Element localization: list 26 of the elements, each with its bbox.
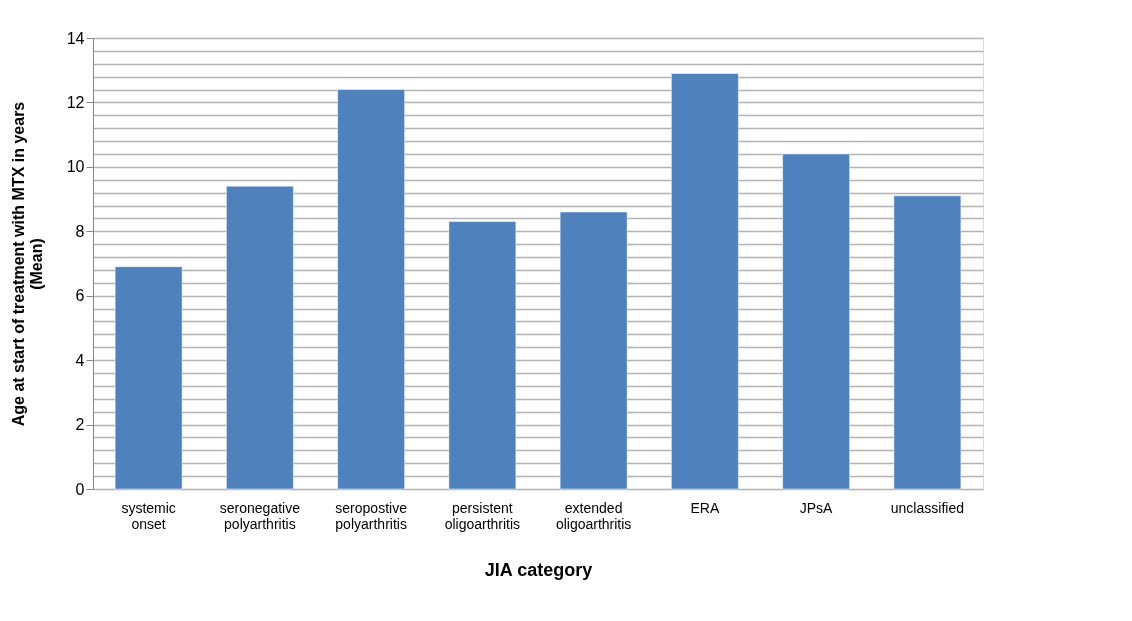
y-tick-label: 12 (66, 93, 85, 111)
bar (893, 195, 962, 490)
y-tick-label: 4 (75, 351, 85, 369)
x-tick-label: unclassified (890, 499, 964, 516)
bar (448, 221, 517, 490)
bar (782, 153, 850, 490)
bar (671, 73, 739, 490)
x-tick-label: JPsA (799, 499, 834, 516)
x-tick-label: persistent oligoarthritis (444, 499, 521, 532)
bar (559, 211, 628, 490)
y-tick-label: 6 (75, 287, 85, 305)
x-tick-label: seronegative polyarthritis (219, 499, 301, 532)
x-tick-label: extended oligoarthritis (555, 499, 632, 532)
x-tick-label: systemic onset (121, 499, 176, 532)
y-tick-label: 0 (75, 480, 85, 498)
y-axis-title: Age at start of treatment with MTX in years (Mean) (9, 101, 45, 427)
y-tick-label: 14 (66, 29, 85, 47)
bar (337, 89, 405, 490)
y-tick-label: 8 (75, 222, 85, 240)
bar (226, 185, 294, 490)
y-tick-label: 2 (75, 416, 85, 434)
y-tick-label: 10 (66, 158, 85, 176)
x-tick-label: ERA (690, 499, 720, 516)
x-axis-title: JIA category (484, 559, 593, 580)
bar (114, 266, 183, 490)
x-tick-label: seropostive polyarthritis (335, 499, 408, 532)
